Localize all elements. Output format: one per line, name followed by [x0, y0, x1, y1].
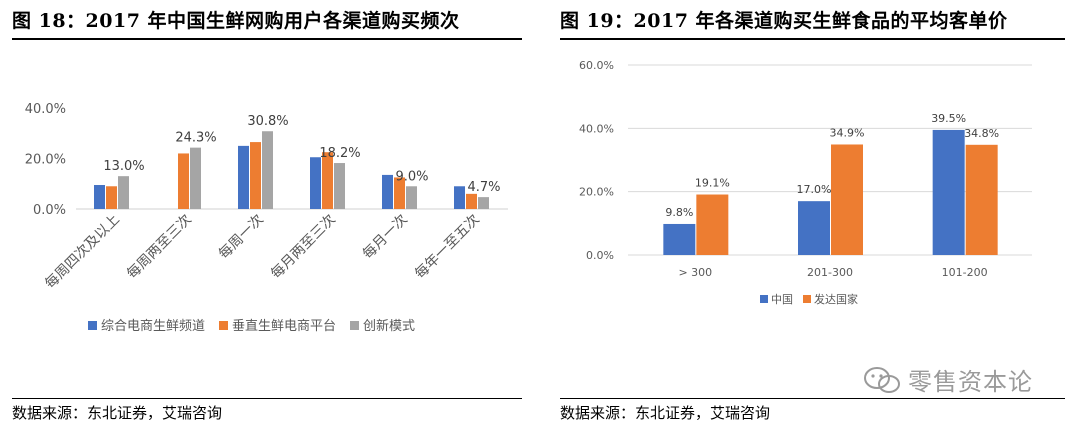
left-bar	[118, 176, 129, 209]
left-y-tick-label: 0.0%	[33, 203, 66, 218]
left-legend-label: 垂直生鲜电商平台	[232, 319, 336, 334]
right-y-tick-label: 20.0%	[579, 186, 614, 199]
left-chart-title: 图 18：2017 年中国生鲜网购用户各渠道购买频次	[12, 10, 460, 32]
watermark-text: 零售资本论	[908, 368, 1033, 396]
right-data-label: 19.1%	[695, 177, 730, 190]
left-title-rule	[12, 38, 522, 40]
right-bar	[798, 201, 830, 255]
left-bar	[178, 153, 189, 209]
right-bar	[965, 144, 998, 255]
right-title-rule	[560, 38, 1065, 40]
right-legend-label: 中国	[771, 293, 793, 306]
left-data-label: 30.8%	[247, 114, 288, 129]
left-legend-label: 创新模式	[363, 318, 415, 334]
right-bar	[696, 194, 729, 255]
right-bar	[831, 144, 863, 255]
left-legend-label: 综合电商生鲜频道	[101, 319, 205, 334]
right-data-label: 34.9%	[830, 126, 865, 139]
left-bar	[406, 186, 417, 209]
right-bar-chart: 0.0% 20.0% 40.0% 60.0% 9.8% 19.1% > 300 17.0% 34…	[579, 59, 1032, 306]
left-data-label: 4.7%	[467, 180, 500, 195]
left-bar	[478, 197, 489, 209]
left-bar	[106, 186, 117, 209]
left-data-label: 18.2%	[319, 146, 360, 161]
left-bar	[394, 177, 405, 209]
right-legend-swatch	[803, 295, 811, 303]
left-bottom-rule	[12, 398, 522, 399]
right-y-tick-label: 60.0%	[579, 59, 614, 72]
right-bar	[932, 129, 965, 255]
left-legend-swatch	[219, 321, 228, 330]
left-data-label: 13.0%	[103, 159, 144, 174]
right-data-label: 17.0%	[797, 183, 832, 196]
left-legend-swatch	[88, 321, 97, 330]
right-category-label: 201-300	[807, 266, 853, 279]
left-bar	[250, 142, 261, 209]
left-bar	[466, 193, 477, 209]
right-y-tick-label: 40.0%	[579, 122, 614, 135]
left-y-tick-label: 40.0%	[25, 102, 66, 117]
right-data-label: 9.8%	[665, 206, 693, 219]
left-bar	[238, 145, 249, 209]
right-data-label: 34.8%	[964, 127, 999, 140]
right-source: 数据来源：东北证券，艾瑞咨询	[560, 404, 771, 422]
left-data-label: 9.0%	[395, 169, 428, 184]
left-bar	[310, 157, 321, 209]
left-y-tick-label: 20.0%	[25, 153, 66, 168]
left-data-label: 24.3%	[175, 131, 216, 146]
right-chart-title: 图 19：2017 年各渠道购买生鲜食品的平均客单价	[560, 10, 1008, 32]
watermark: 零售资本论	[862, 362, 1033, 397]
right-data-label: 39.5%	[931, 112, 966, 125]
right-y-tick-label: 0.0%	[586, 249, 614, 262]
right-category-label: 101-200	[942, 266, 988, 279]
right-bar	[663, 223, 696, 255]
right-category-label: > 300	[678, 266, 712, 279]
left-bar	[94, 185, 105, 209]
left-bar	[262, 131, 273, 209]
right-legend-label: 发达国家	[814, 292, 858, 306]
left-legend-swatch	[350, 321, 359, 330]
left-bar	[454, 186, 465, 209]
left-source: 数据来源：东北证券，艾瑞咨询	[12, 404, 223, 422]
left-bar	[322, 152, 333, 209]
left-bar-chart: 0.0%20.0%40.0%13.0%每周四次及以上24.3%每周两至三次30.…	[25, 102, 508, 334]
left-bar	[382, 174, 393, 209]
wechat-icon	[864, 366, 900, 393]
right-legend-swatch	[760, 295, 768, 303]
left-bar	[334, 163, 345, 209]
left-bar	[190, 147, 201, 209]
right-bottom-rule	[560, 398, 1065, 399]
